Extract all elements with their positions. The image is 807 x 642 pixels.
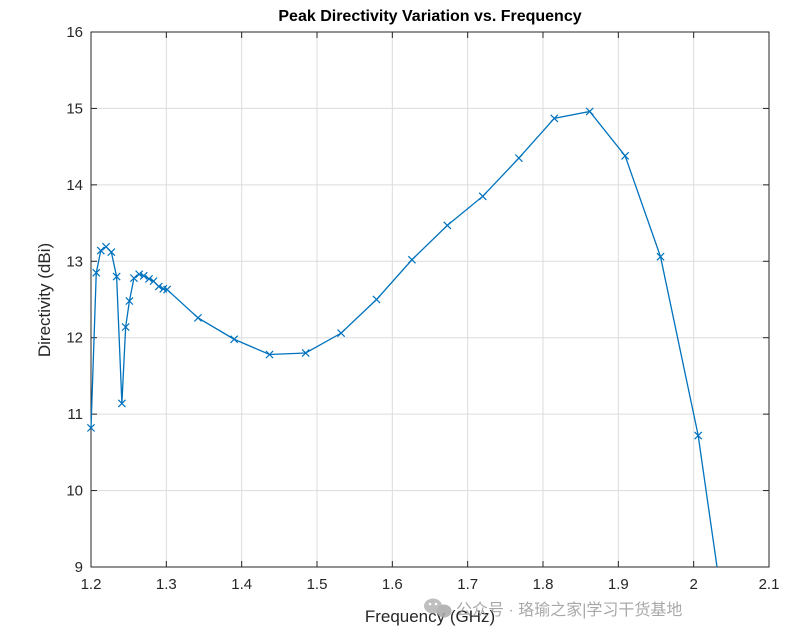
data-point-marker xyxy=(337,329,346,338)
data-point-marker xyxy=(144,274,154,283)
data-point-marker xyxy=(107,248,116,257)
data-point-marker xyxy=(550,114,559,123)
watermark: 公众号 · 珞瑜之家|学习干货基地 xyxy=(424,598,682,619)
x-tick-label: 1.7 xyxy=(457,576,478,593)
data-point-marker xyxy=(92,268,101,277)
x-tick-label: 1.6 xyxy=(382,576,403,593)
watermark-text: 公众号 · 珞瑜之家|学习干货基地 xyxy=(456,601,682,619)
data-point-marker xyxy=(125,297,134,306)
wechat-icon xyxy=(424,598,452,618)
x-gridlines xyxy=(90,32,770,567)
x-axis-ticks: 1.2 1.3 1.4 1.5 1.6 1.7 1.8 1.9 2 2.1 xyxy=(81,32,780,593)
x-tick-label: 1.8 xyxy=(533,576,554,593)
x-tick-label: 1.5 xyxy=(307,576,328,593)
series-layer xyxy=(86,107,718,568)
y-axis-title: Directivity (dBi) xyxy=(35,243,54,357)
x-tick-label: 1.3 xyxy=(156,576,177,593)
y-tick-label: 15 xyxy=(66,100,83,117)
data-point-marker xyxy=(139,271,148,280)
x-tick-label: 1.9 xyxy=(608,576,629,593)
series-line xyxy=(90,110,718,568)
data-point-marker xyxy=(112,272,121,281)
y-tick-label: 16 xyxy=(66,24,83,41)
data-point-marker xyxy=(478,192,487,201)
x-tick-label: 1.4 xyxy=(231,576,252,593)
data-point-marker xyxy=(154,282,163,291)
y-axis-ticks: 9 10 11 12 13 14 15 16 xyxy=(66,24,769,576)
y-tick-label: 9 xyxy=(75,559,83,576)
data-point-marker xyxy=(121,322,130,332)
data-point-marker xyxy=(135,270,144,279)
data-point-marker xyxy=(372,295,381,304)
data-point-marker xyxy=(301,348,310,358)
data-point-marker xyxy=(621,151,630,160)
data-point-marker xyxy=(117,399,126,408)
data-point-marker xyxy=(443,221,452,230)
data-point-marker xyxy=(86,423,96,432)
y-tick-label: 12 xyxy=(66,330,83,347)
x-tick-label: 2.1 xyxy=(759,576,780,593)
plot-area-frame xyxy=(90,31,770,568)
y-tick-label: 10 xyxy=(66,483,83,500)
data-point-marker xyxy=(407,255,416,264)
x-tick-label: 2 xyxy=(689,576,697,593)
data-point-marker xyxy=(656,252,665,261)
y-tick-label: 14 xyxy=(66,177,83,194)
data-point-marker xyxy=(193,313,202,322)
data-point-marker xyxy=(694,431,703,440)
data-point-marker xyxy=(585,107,594,116)
data-point-marker xyxy=(96,246,105,255)
data-point-marker xyxy=(230,335,239,344)
y-gridlines xyxy=(91,31,769,568)
data-point-marker xyxy=(163,285,172,294)
x-axis-title: Frequency (GHz) xyxy=(365,607,495,626)
chart-title: Peak Directivity Variation vs. Frequency xyxy=(278,8,581,25)
y-tick-label: 13 xyxy=(66,253,83,270)
data-point-marker xyxy=(265,350,274,359)
x-tick-label: 1.2 xyxy=(81,576,102,593)
data-point-marker xyxy=(514,154,523,163)
y-tick-label: 11 xyxy=(67,406,83,423)
data-point-marker xyxy=(129,274,138,283)
